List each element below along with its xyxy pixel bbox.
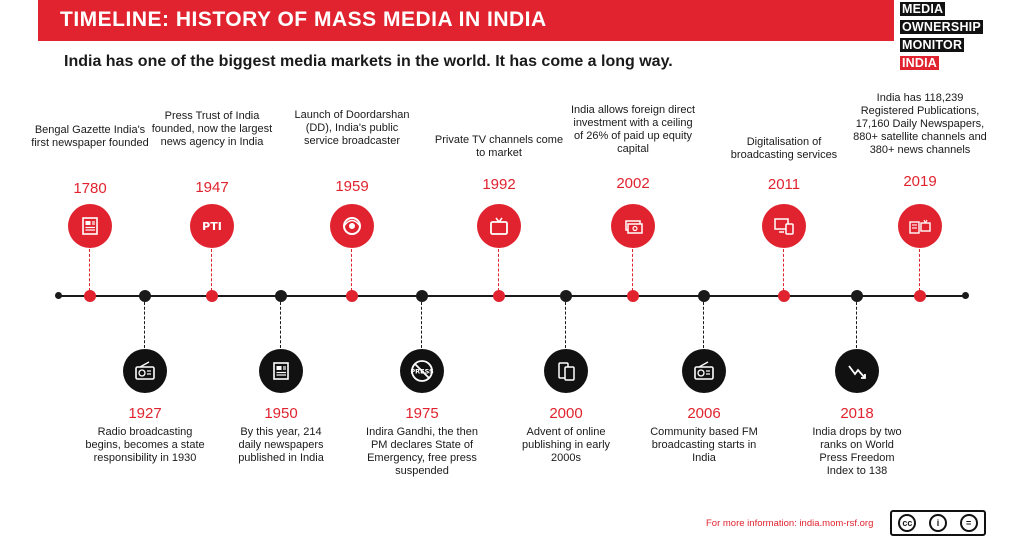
attribution-icon: i [928, 514, 947, 532]
event-1947-connector [211, 249, 212, 291]
doordarshan-logo-icon [330, 204, 374, 248]
newspaper-icon [68, 204, 112, 248]
event-1780-connector [89, 249, 90, 291]
event-1947-year: 1947 [195, 179, 229, 196]
event-2019-connector [919, 249, 920, 291]
event-1992-text: Private TV channels come to market [434, 134, 564, 159]
event-2006-connector [703, 302, 704, 348]
event-1947-dot [206, 290, 218, 302]
event-1975-year: 1975 [405, 405, 439, 422]
svg-text:PRESS: PRESS [410, 368, 434, 376]
event-2018-text: India drops by two ranks on World Press … [812, 426, 902, 477]
event-2019-dot [914, 290, 926, 302]
event-2002-text: India allows foreign direct investment w… [570, 104, 696, 155]
event-1927-connector [144, 302, 145, 348]
event-2018-dot [851, 290, 863, 302]
event-2006-dot [698, 290, 710, 302]
page-title: TIMELINE: HISTORY OF MASS MEDIA IN INDIA [60, 8, 547, 31]
digital-devices-icon [762, 204, 806, 248]
event-1975-text: Indira Gandhi, the then PM declares Stat… [366, 426, 478, 477]
event-2000-connector [565, 302, 566, 348]
event-2019-text: India has 118,239 Registered Publication… [853, 92, 987, 156]
event-2019-year: 2019 [903, 173, 937, 190]
timeline-axis [58, 295, 966, 297]
event-1959-connector [351, 249, 352, 291]
mom-logo: MEDIA OWNERSHIP MONITOR INDIA [900, 0, 986, 72]
event-2002-connector [632, 249, 633, 291]
event-1780-year: 1780 [73, 180, 107, 197]
event-2011-dot [778, 290, 790, 302]
newspaper-icon [259, 349, 303, 393]
event-1959-year: 1959 [335, 178, 369, 195]
event-1950-connector [280, 302, 281, 348]
event-2002-dot [627, 290, 639, 302]
event-1780-dot [84, 290, 96, 302]
event-2011-connector [783, 249, 784, 291]
axis-end-cap [962, 292, 969, 299]
cc-icon: cc [898, 514, 917, 532]
event-1950-dot [275, 290, 287, 302]
radio-icon [123, 349, 167, 393]
event-1927-dot [139, 290, 151, 302]
money-stack-icon [611, 204, 655, 248]
event-2000-year: 2000 [549, 405, 583, 422]
event-2011-year: 2011 [767, 176, 801, 193]
cc-by-icon: cc i = [890, 510, 986, 536]
event-1992-year: 1992 [482, 176, 516, 193]
event-1950-text: By this year, 214 daily newspapers publi… [238, 426, 324, 464]
event-2006-text: Community based FM broadcasting starts i… [650, 426, 758, 464]
nd-icon: = [959, 514, 978, 532]
event-2018-connector [856, 302, 857, 348]
event-2018-year: 2018 [840, 405, 874, 422]
footer-info-link[interactable]: For more information: india.mom-rsf.org [706, 518, 874, 529]
event-1927-text: Radio broadcasting begins, becomes a sta… [85, 426, 205, 464]
title-banner: TIMELINE: HISTORY OF MASS MEDIA IN INDIA [38, 0, 894, 41]
event-1927-year: 1927 [128, 405, 162, 422]
event-1975-connector [421, 302, 422, 348]
no-press-icon: PRESS [400, 349, 444, 393]
event-1950-year: 1950 [264, 405, 298, 422]
event-1959-dot [346, 290, 358, 302]
event-2011-text: Digitalisation of broadcasting services [730, 136, 838, 161]
logo-line-4: INDIA [900, 56, 940, 70]
event-2006-year: 2006 [687, 405, 721, 422]
event-1780-text: Bengal Gazette India's first newspaper f… [31, 124, 149, 149]
event-1947-text: Press Trust of India founded, now the la… [151, 110, 273, 148]
pti-logo-icon: PTI [190, 204, 234, 248]
declining-hand-icon [835, 349, 879, 393]
event-1959-text: Launch of Doordarshan (DD), India's publ… [294, 109, 410, 147]
tv-icon [477, 204, 521, 248]
event-2000-dot [560, 290, 572, 302]
event-2000-text: Advent of online publishing in early 200… [521, 426, 611, 464]
event-2002-year: 2002 [616, 175, 650, 192]
newspaper-tv-icon [898, 204, 942, 248]
logo-line-2: OWNERSHIP [900, 20, 983, 34]
radio-icon [682, 349, 726, 393]
event-1992-dot [493, 290, 505, 302]
logo-line-1: MEDIA [900, 2, 946, 16]
event-1975-dot [416, 290, 428, 302]
logo-line-3: MONITOR [900, 38, 965, 52]
svg-text:PTI: PTI [202, 220, 222, 233]
page-subtitle: India has one of the biggest media marke… [64, 53, 673, 70]
mobile-devices-icon [544, 349, 588, 393]
event-1992-connector [498, 249, 499, 291]
